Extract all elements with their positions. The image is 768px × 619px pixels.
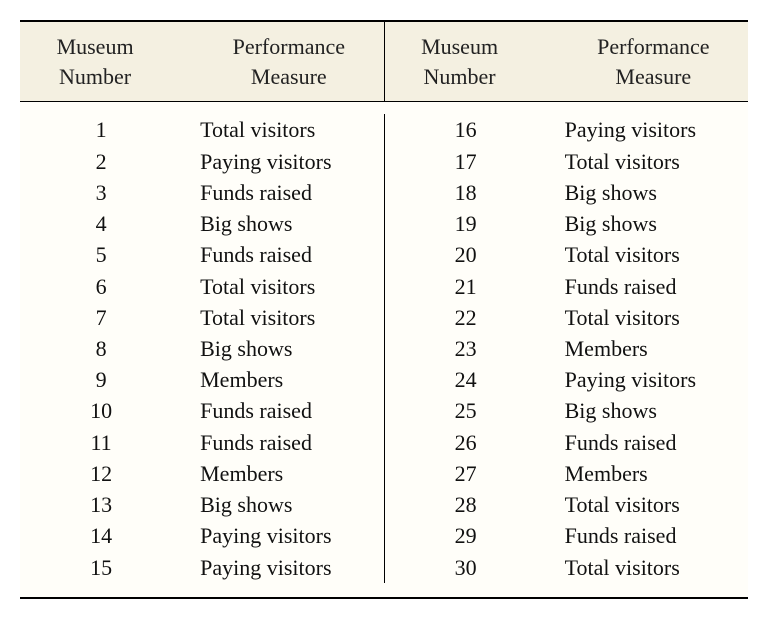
table-cell: Total visitors xyxy=(559,552,768,583)
table-cell: 22 xyxy=(397,302,535,333)
header-performance-measure-left: Performance Measure xyxy=(170,22,407,101)
table-cell: Paying visitors xyxy=(559,364,768,395)
table-cell: 26 xyxy=(397,427,535,458)
header-museum-number-left: Museum Number xyxy=(20,22,170,101)
table-cell: 23 xyxy=(397,333,535,364)
table-cell: 21 xyxy=(397,271,535,302)
table-cell: Funds raised xyxy=(559,520,768,551)
table-cell: 5 xyxy=(32,239,170,270)
header-museum-number-right: Museum Number xyxy=(385,22,535,101)
table-cell: Members xyxy=(559,458,768,489)
table-cell: 14 xyxy=(32,520,170,551)
table-cell: 17 xyxy=(397,146,535,177)
table-cell: Members xyxy=(559,333,768,364)
table-cell: 16 xyxy=(397,114,535,145)
right-number-column: 161718192021222324252627282930 xyxy=(385,114,547,583)
table-cell: 6 xyxy=(32,271,170,302)
table-cell: 13 xyxy=(32,489,170,520)
header-group-right: Museum Number Performance Measure xyxy=(385,22,749,101)
table-cell: Paying visitors xyxy=(559,114,768,145)
table-cell: 1 xyxy=(32,114,170,145)
table-cell: 4 xyxy=(32,208,170,239)
table-cell: 15 xyxy=(32,552,170,583)
table-cell: 7 xyxy=(32,302,170,333)
table-cell: Big shows xyxy=(559,395,768,426)
body-group-left: 123456789101112131415 Total visitorsPayi… xyxy=(20,114,385,583)
table-cell: Total visitors xyxy=(559,239,768,270)
table-cell: 8 xyxy=(32,333,170,364)
table-cell: 27 xyxy=(397,458,535,489)
table-cell: Total visitors xyxy=(559,302,768,333)
table-cell: 10 xyxy=(32,395,170,426)
header-group-left: Museum Number Performance Measure xyxy=(20,22,385,101)
table-cell: 19 xyxy=(397,208,535,239)
table-header: Museum Number Performance Measure Museum… xyxy=(20,22,748,102)
table-cell: 3 xyxy=(32,177,170,208)
header-line: Performance xyxy=(597,34,709,59)
header-line: Measure xyxy=(615,64,691,89)
header-line: Number xyxy=(424,64,496,89)
table-cell: 28 xyxy=(397,489,535,520)
table-cell: 11 xyxy=(32,427,170,458)
header-performance-measure-right: Performance Measure xyxy=(535,22,768,101)
table-cell: 30 xyxy=(397,552,535,583)
header-line: Museum xyxy=(57,34,134,59)
table-cell: 9 xyxy=(32,364,170,395)
table-cell: Funds raised xyxy=(559,271,768,302)
right-measure-column: Paying visitorsTotal visitorsBig showsBi… xyxy=(547,114,768,583)
table-cell: Total visitors xyxy=(559,146,768,177)
table-cell: 18 xyxy=(397,177,535,208)
table-cell: 2 xyxy=(32,146,170,177)
museum-performance-table: Museum Number Performance Measure Museum… xyxy=(20,20,748,599)
table-cell: Total visitors xyxy=(559,489,768,520)
header-line: Measure xyxy=(251,64,327,89)
header-line: Number xyxy=(59,64,131,89)
table-body: 123456789101112131415 Total visitorsPayi… xyxy=(20,102,748,597)
header-line: Performance xyxy=(233,34,345,59)
table-cell: 24 xyxy=(397,364,535,395)
table-cell: 25 xyxy=(397,395,535,426)
table-cell: Funds raised xyxy=(559,427,768,458)
table-cell: Big shows xyxy=(559,208,768,239)
table-cell: 20 xyxy=(397,239,535,270)
left-number-column: 123456789101112131415 xyxy=(20,114,182,583)
table-cell: Big shows xyxy=(559,177,768,208)
header-line: Museum xyxy=(421,34,498,59)
table-cell: 29 xyxy=(397,520,535,551)
body-group-right: 161718192021222324252627282930 Paying vi… xyxy=(385,114,749,583)
table-cell: 12 xyxy=(32,458,170,489)
